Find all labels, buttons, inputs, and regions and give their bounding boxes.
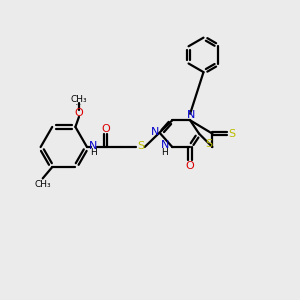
Text: methoxy: methoxy	[76, 103, 82, 105]
Text: N: N	[187, 110, 195, 120]
Text: H: H	[90, 148, 97, 158]
Text: CH₃: CH₃	[34, 180, 51, 189]
Text: S: S	[206, 139, 213, 149]
Text: O: O	[186, 161, 194, 171]
Text: S: S	[137, 141, 144, 151]
Text: S: S	[228, 129, 235, 139]
Text: O: O	[75, 108, 83, 118]
Text: N: N	[161, 140, 169, 150]
Text: CH₃: CH₃	[71, 94, 87, 103]
Text: N: N	[89, 141, 98, 151]
Text: O: O	[101, 124, 110, 134]
Text: H: H	[161, 148, 168, 157]
Text: N: N	[151, 128, 159, 137]
